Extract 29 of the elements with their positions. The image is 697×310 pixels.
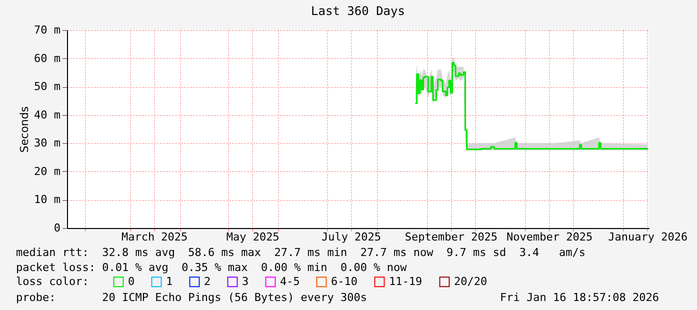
legend-label: 2 bbox=[204, 274, 211, 288]
y-axis-title: Seconds bbox=[18, 106, 32, 153]
y-tick-label: 40 m bbox=[34, 108, 61, 122]
x-tick-label: March 2025 bbox=[121, 230, 188, 244]
y-tick-label: 70 m bbox=[34, 24, 61, 36]
legend-title: loss color: bbox=[16, 275, 89, 288]
legend-label: 4-5 bbox=[280, 274, 300, 288]
legend-label: 0 bbox=[128, 274, 135, 288]
x-tick-label: November 2025 bbox=[506, 230, 593, 244]
text: packet loss: 0.01 % avg 0.35 % max 0.00 % min 0.00 % now bbox=[16, 261, 408, 274]
legend-label: 11-19 bbox=[389, 274, 422, 288]
x-tick-label: May 2025 bbox=[226, 230, 280, 244]
legend-label: 20/20 bbox=[454, 274, 488, 288]
legend-label: 3 bbox=[242, 274, 249, 288]
text: Fri Jan 16 18:57:08 2026 bbox=[500, 291, 659, 304]
y-tick-label: 10 m bbox=[34, 193, 61, 206]
legend-label: 1 bbox=[166, 274, 173, 288]
legend-label: 6-10 bbox=[331, 274, 358, 288]
x-tick-label: September 2025 bbox=[404, 230, 498, 244]
chart-title: Last 360 Days bbox=[311, 4, 405, 18]
x-tick-label: January 2026 bbox=[608, 230, 688, 244]
x-tick-label: July 2025 bbox=[321, 230, 382, 244]
y-tick-label: 50 m bbox=[34, 80, 61, 94]
y-tick-label: 20 m bbox=[34, 164, 61, 178]
text: median rtt: 32.8 ms avg 58.6 ms max 27.7 ms min 27.7 ms now 9.7 ms sd 3.4 am/s bbox=[16, 246, 586, 259]
y-tick-label: 0 bbox=[54, 222, 60, 234]
y-tick-label: 60 m bbox=[34, 52, 61, 65]
text: probe: 20 ICMP Echo Pings (56 Bytes) every 300s bbox=[16, 291, 367, 304]
y-tick-label: 30 m bbox=[34, 136, 61, 150]
